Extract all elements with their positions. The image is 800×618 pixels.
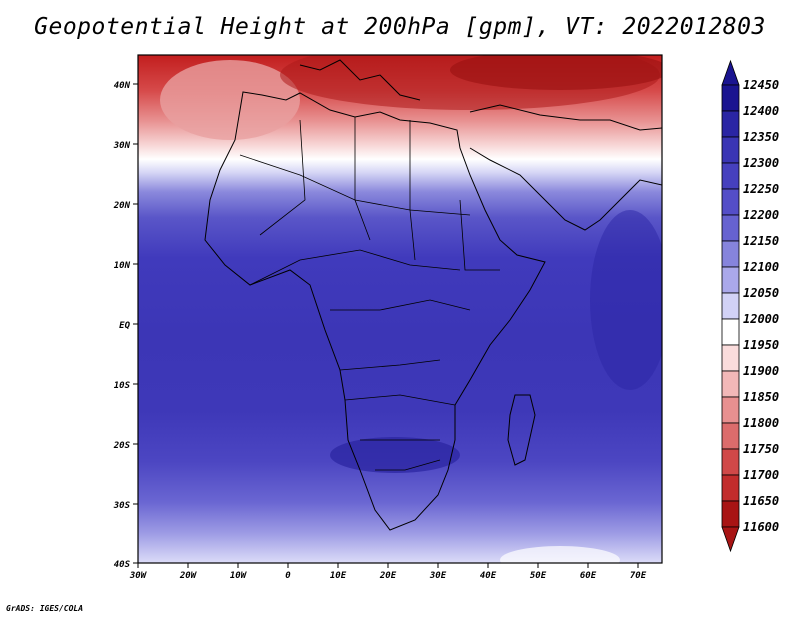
lat-label: EQ [119,321,130,331]
colorbar-segment [721,422,740,450]
colorbar-segment [721,240,740,268]
lat-label: 30S [113,501,131,511]
colorbar-label: 12150 [743,234,779,248]
colorbar-label: 11600 [743,520,779,534]
colorbar-label: 12300 [743,156,779,170]
country-borders [239,117,500,471]
lon-label: 10W [230,571,248,581]
colorbar-segment [721,214,740,242]
colorbar-label: 12200 [743,208,779,222]
lon-label: 20E [379,571,397,581]
map-title: Geopotential Height at 200hPa [gpm], VT:… [34,14,766,40]
colorbar-label: 12000 [743,312,779,326]
lat-label: 10S [114,381,131,391]
lat-axis: 40N 30N 20N 10N EQ 10S 20S 30S 40S [113,81,138,570]
colorbar-segment [721,344,740,372]
colorbar-label: 11950 [743,338,779,352]
lat-label: 40S [114,560,131,570]
colorbar-label: 12450 [743,78,779,92]
colorbar-top-arrow [721,59,740,86]
lat-label: 40N [114,81,131,91]
colorbar-label: 12400 [743,104,779,118]
colorbar-label: 12100 [743,260,779,274]
lon-label: 20W [179,571,198,581]
lat-label: 20S [113,441,131,451]
colorbar-segment [721,84,740,112]
colorbar-segment [721,292,740,320]
colorbar-label: 12250 [743,182,779,196]
colorbar-label: 11800 [743,416,779,430]
colorbar-segment [721,162,740,190]
lon-label: 60E [580,571,597,581]
colorbar-segment [721,396,740,424]
colorbar-segment [721,500,740,528]
colorbar-segment [721,448,740,476]
lon-label: 10E [330,571,347,581]
colorbar-segment [721,136,740,164]
colorbar-label: 11700 [743,468,779,482]
colorbar-label: 12350 [743,130,779,144]
lat-label: 20N [113,201,131,211]
colorbar-label: 11850 [743,390,779,404]
colorbar-bottom-arrow [721,526,740,553]
lon-label: 40E [480,571,497,581]
map-frame [137,54,663,564]
colorbar-label: 12050 [743,286,779,300]
lon-label: 70E [630,571,647,581]
lon-label: 50E [530,571,547,581]
colorbar-segment [721,370,740,398]
lon-label: 30E [429,571,447,581]
colorbar-label: 11750 [743,442,779,456]
colorbar-segment [721,318,740,346]
colorbar: 12450 12400 12350 12300 12250 12200 12150 12100… [721,59,779,553]
colorbar-segment [721,110,740,138]
lon-label: 0 [285,571,291,581]
colorbar-label: 11900 [743,364,779,378]
lon-label: 30W [129,571,148,581]
colorbar-segment [721,188,740,216]
colorbar-segment [721,474,740,502]
credit-text: GrADS: IGES/COLA [6,604,84,613]
lon-axis: 30W 20W 10W 0 10E 20E 30E 40E 50E 60E 70… [129,563,647,581]
lat-label: 30N [113,141,131,151]
colorbar-segment [721,266,740,294]
height-field [138,55,662,563]
lat-label: 10N [114,261,131,271]
colorbar-label: 11650 [743,494,779,508]
coastlines [204,59,662,531]
